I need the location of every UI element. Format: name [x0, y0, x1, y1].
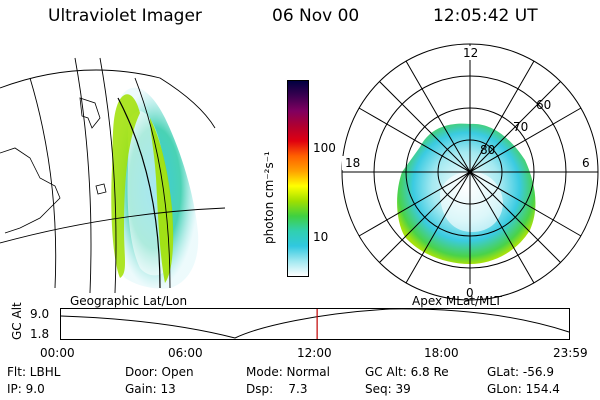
- time-label-0000: 00:00: [40, 346, 75, 360]
- mlat-label-60: 60: [536, 98, 552, 112]
- mlt-label-18: 18: [345, 156, 361, 170]
- colorbar: [287, 80, 309, 277]
- time-label-0600: 06:00: [168, 346, 203, 360]
- dsp-readout: Dsp: 7.3: [246, 382, 308, 396]
- mlt-label-12: 12: [463, 46, 479, 60]
- alt-ymin-label: 1.8: [30, 327, 50, 341]
- time-label-2359: 23:59: [553, 346, 588, 360]
- mlat-label-80: 80: [480, 143, 496, 157]
- observation-time: 12:05:42 UT: [433, 6, 538, 26]
- alt-ymax-label: 9.0: [30, 307, 50, 321]
- alt-axis-label: GC Alt: [10, 302, 24, 340]
- polar-plot: [341, 43, 599, 301]
- mlt-label-6: 6: [582, 156, 590, 170]
- door-readout: Door: Open: [125, 365, 194, 379]
- colorbar-tick-10: 10: [313, 230, 329, 244]
- colorbar-tick-100: 100: [313, 141, 336, 155]
- time-label-1200: 12:00: [297, 346, 332, 360]
- geographic-panel-label: Geographic Lat/Lon: [70, 294, 188, 308]
- display-title: Ultraviolet Imager: [48, 6, 202, 26]
- mlat-label-70: 70: [513, 120, 529, 134]
- mode-readout: Mode: Normal: [246, 365, 330, 379]
- altitude-plot: [60, 308, 570, 340]
- observation-date: 06 Nov 00: [272, 6, 360, 26]
- mlt-label-0: 0: [466, 286, 474, 300]
- gc-alt-readout: GC Alt: 6.8 Re: [365, 365, 449, 379]
- polar-panel-label: Apex MLat/MLT: [412, 294, 502, 308]
- ip-readout: IP: 9.0: [7, 382, 45, 396]
- glat-readout: GLat: -56.9: [487, 365, 554, 379]
- glon-readout: GLon: 154.4: [487, 382, 560, 396]
- filter-readout: Flt: LBHL: [7, 365, 61, 379]
- colorbar-unit-label: photon cm⁻²s⁻¹: [262, 151, 276, 244]
- gain-readout: Gain: 13: [125, 382, 176, 396]
- time-label-1800: 18:00: [424, 346, 459, 360]
- seq-readout: Seq: 39: [365, 382, 411, 396]
- geographic-image: [0, 57, 226, 294]
